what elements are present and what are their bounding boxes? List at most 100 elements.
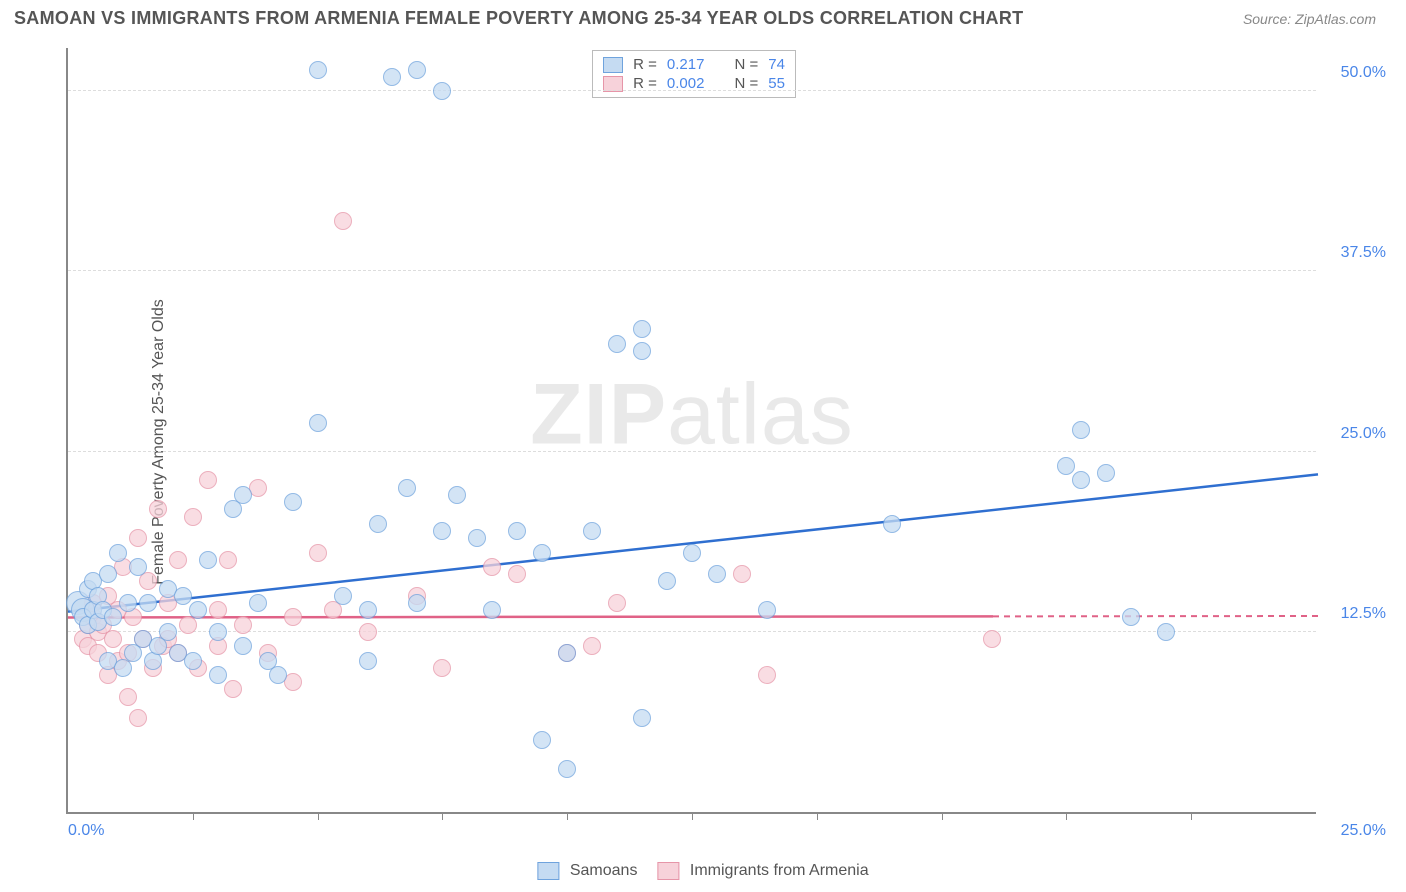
x-tick xyxy=(567,812,568,820)
data-point xyxy=(448,486,466,504)
trend-lines xyxy=(68,48,1316,812)
data-point xyxy=(558,760,576,778)
data-point xyxy=(209,623,227,641)
data-point xyxy=(508,522,526,540)
data-point xyxy=(1122,608,1140,626)
data-point xyxy=(169,551,187,569)
data-point xyxy=(199,471,217,489)
data-point xyxy=(359,623,377,641)
x-tick xyxy=(692,812,693,820)
x-tick xyxy=(318,812,319,820)
data-point xyxy=(359,652,377,670)
data-point xyxy=(633,709,651,727)
data-point xyxy=(334,587,352,605)
data-point xyxy=(309,61,327,79)
data-point xyxy=(608,594,626,612)
data-point xyxy=(633,342,651,360)
x-tick xyxy=(1191,812,1192,820)
data-point xyxy=(369,515,387,533)
data-point xyxy=(408,594,426,612)
source-attribution: Source: ZipAtlas.com xyxy=(1243,11,1376,27)
gridline xyxy=(68,631,1316,632)
data-point xyxy=(483,558,501,576)
y-tick-label: 12.5% xyxy=(1341,605,1386,623)
gridline xyxy=(68,451,1316,452)
data-point xyxy=(533,731,551,749)
data-point xyxy=(398,479,416,497)
data-point xyxy=(119,594,137,612)
chart-container: Female Poverty Among 25-34 Year Olds ZIP… xyxy=(22,44,1396,840)
y-tick-label: 37.5% xyxy=(1341,244,1386,262)
legend-item: Samoans xyxy=(537,862,637,880)
data-point xyxy=(733,565,751,583)
data-point xyxy=(1057,457,1075,475)
data-point xyxy=(433,659,451,677)
data-point xyxy=(129,529,147,547)
data-point xyxy=(104,630,122,648)
legend-swatch-icon xyxy=(657,862,679,880)
data-point xyxy=(1072,471,1090,489)
data-point xyxy=(219,551,237,569)
data-point xyxy=(383,68,401,86)
data-point xyxy=(359,601,377,619)
data-point xyxy=(658,572,676,590)
data-point xyxy=(184,652,202,670)
gridline xyxy=(68,270,1316,271)
data-point xyxy=(408,61,426,79)
data-point xyxy=(758,666,776,684)
plot-area: ZIPatlas R = 0.217 N = 74 R = 0.002 N = … xyxy=(66,48,1316,814)
x-tick xyxy=(817,812,818,820)
data-point xyxy=(708,565,726,583)
data-point xyxy=(483,601,501,619)
data-point xyxy=(189,601,207,619)
data-point xyxy=(234,637,252,655)
data-point xyxy=(284,493,302,511)
data-point xyxy=(234,486,252,504)
data-point xyxy=(269,666,287,684)
data-point xyxy=(129,558,147,576)
data-point xyxy=(249,594,267,612)
data-point xyxy=(149,500,167,518)
x-tick xyxy=(1066,812,1067,820)
data-point xyxy=(583,522,601,540)
x-tick xyxy=(193,812,194,820)
data-point xyxy=(633,320,651,338)
data-point xyxy=(433,82,451,100)
data-point xyxy=(583,637,601,655)
data-point xyxy=(109,544,127,562)
data-point xyxy=(758,601,776,619)
y-tick-label: 25.0% xyxy=(1341,425,1386,443)
y-tick-label: 50.0% xyxy=(1341,64,1386,82)
data-point xyxy=(119,688,137,706)
data-point xyxy=(224,680,242,698)
data-point xyxy=(508,565,526,583)
series-legend: Samoans Immigrants from Armenia xyxy=(537,862,868,880)
data-point xyxy=(433,522,451,540)
data-point xyxy=(533,544,551,562)
data-point xyxy=(234,616,252,634)
chart-title: SAMOAN VS IMMIGRANTS FROM ARMENIA FEMALE… xyxy=(14,8,1023,29)
legend-swatch-icon xyxy=(537,862,559,880)
data-point xyxy=(608,335,626,353)
data-point xyxy=(1072,421,1090,439)
data-point xyxy=(1157,623,1175,641)
data-point xyxy=(683,544,701,562)
data-point xyxy=(284,608,302,626)
data-point xyxy=(139,594,157,612)
data-point xyxy=(209,601,227,619)
legend-item: Immigrants from Armenia xyxy=(657,862,868,880)
data-point xyxy=(883,515,901,533)
data-point xyxy=(309,414,327,432)
data-point xyxy=(184,508,202,526)
data-point xyxy=(1097,464,1115,482)
data-point xyxy=(99,565,117,583)
legend-label: Immigrants from Armenia xyxy=(690,862,869,879)
data-point xyxy=(129,709,147,727)
gridline xyxy=(68,90,1316,91)
x-tick xyxy=(942,812,943,820)
data-point xyxy=(334,212,352,230)
x-axis-min-label: 0.0% xyxy=(68,822,104,840)
data-point xyxy=(104,608,122,626)
legend-label: Samoans xyxy=(570,862,638,879)
data-point xyxy=(558,644,576,662)
